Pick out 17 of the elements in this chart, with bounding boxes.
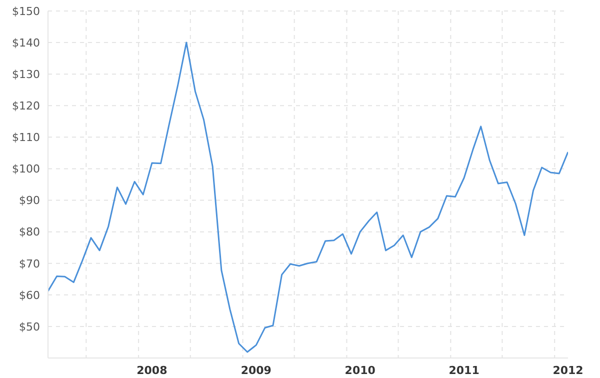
y-tick-label: $60 <box>19 288 40 302</box>
y-tick-label: $130 <box>12 68 40 81</box>
x-tick-label: 2009 <box>240 364 272 377</box>
y-tick-label: $110 <box>12 131 40 144</box>
y-tick-label: $100 <box>12 162 40 176</box>
line-series <box>48 42 568 353</box>
y-tick-label: $70 <box>19 257 40 270</box>
x-tick-label: 2011 <box>448 364 480 377</box>
y-tick-label: $50 <box>19 320 40 334</box>
y-tick-label: $150 <box>12 4 40 18</box>
y-tick-label: $80 <box>19 226 40 239</box>
x-tick-label: 2010 <box>344 364 376 377</box>
y-tick-label: $120 <box>12 100 40 113</box>
y-tick-label: $140 <box>12 36 40 50</box>
y-tick-label: $90 <box>19 194 40 208</box>
x-tick-label: 2012 <box>552 364 584 377</box>
x-tick-label: 2008 <box>136 364 168 377</box>
